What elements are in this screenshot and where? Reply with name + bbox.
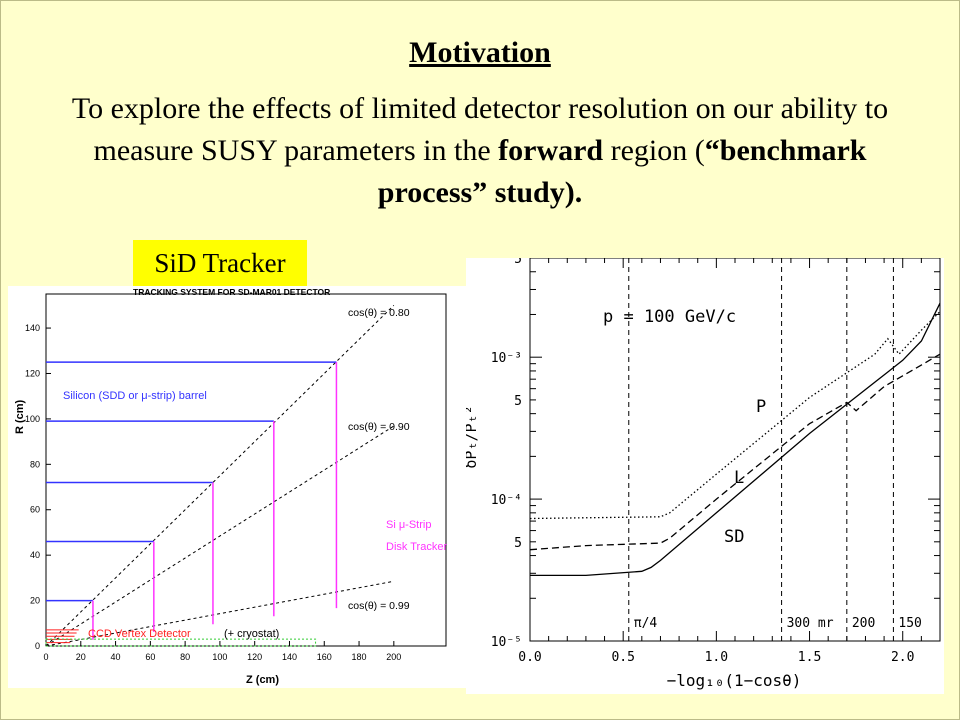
cryostat-label: (+ cryostat) xyxy=(224,628,279,640)
resolution-xtick-label: 1.0 xyxy=(705,650,728,665)
curve-label-p: P xyxy=(756,397,766,417)
tracker-xtick-label: 60 xyxy=(145,652,155,662)
tracker-header: TRACKING SYSTEM FOR SD-MAR01 DETECTOR xyxy=(133,287,330,297)
tracker-xtick-label: 160 xyxy=(317,652,332,662)
resolution-ytick-label: 10⁻⁵ xyxy=(491,635,522,650)
tracker-ytick-label: 40 xyxy=(30,550,40,560)
resolution-xtick-label: 1.5 xyxy=(798,650,821,665)
tracker-xtick-label: 180 xyxy=(352,652,367,662)
disk-label-1: Si μ-Strip xyxy=(386,519,431,531)
tracker-ytick-label: 60 xyxy=(30,505,40,515)
resolution-ytick-five-label: 5 xyxy=(514,536,522,551)
resolution-xtick-label: 0.5 xyxy=(611,650,634,665)
tracker-geometry xyxy=(45,304,395,647)
resolution-series xyxy=(529,302,941,577)
para-bold-forward: forward xyxy=(498,134,604,167)
tracker-xtick-label: 120 xyxy=(247,652,262,662)
resolution-xtick-label: 2.0 xyxy=(891,650,914,665)
resolution-vlines: π/4 300 mr 200 150 xyxy=(628,258,922,641)
resolution-ytick-five-label: 5 xyxy=(514,258,522,267)
tracker-axes-box xyxy=(45,293,447,647)
cos-theta-line xyxy=(45,425,395,647)
resolution-ticks: 0.00.51.01.52.010⁻⁵10⁻⁴10⁻³5555 xyxy=(491,252,940,665)
resolution-ytick-label: 10⁻⁴ xyxy=(491,493,522,508)
tracker-ytick-label: 0 xyxy=(35,641,40,651)
tracker-xlabel: Z (cm) xyxy=(246,674,279,686)
tracker-ylabel: R (cm) xyxy=(14,399,26,434)
tracker-layout-svg: TRACKING SYSTEM FOR SD-MAR01 DETECTOR 0 2… xyxy=(14,287,447,686)
curve-label-sd: SD xyxy=(724,527,744,547)
tracker-ytick-label: 20 xyxy=(30,596,40,606)
cryostat-outline xyxy=(45,638,317,647)
series-line-p xyxy=(529,311,941,520)
tracker-ytick-label: 80 xyxy=(30,459,40,469)
resolution-ytick-label: 10⁻³ xyxy=(491,351,522,366)
para-text-1: To explore the effects of limited detect… xyxy=(71,92,889,167)
barrel-label: Silicon (SDD or μ-strip) barrel xyxy=(63,390,207,402)
resolution-vline-label: 300 mr xyxy=(787,616,834,631)
disk-label-2: Disk Tracker xyxy=(386,541,447,553)
cos-label-099: cos(θ) = 0.99 xyxy=(348,600,410,612)
resolution-ylabel: δPₜ/Pₜ² xyxy=(466,405,480,468)
cos-label-080: cos(θ) = 0.80 xyxy=(348,307,410,319)
curve-label-l: L xyxy=(734,468,744,488)
tracker-ticks: 0 20 40 60 80 100 120 140 160 180 200 0 20 40 60 80 100 1… xyxy=(25,323,401,662)
resolution-ytick-five-label: 5 xyxy=(514,394,522,409)
para-text-2: region ( xyxy=(603,134,705,167)
tracker-ytick-label: 120 xyxy=(25,368,40,378)
tracker-layout-figure: TRACKING SYSTEM FOR SD-MAR01 DETECTOR 0 2… xyxy=(8,286,466,688)
resolution-vline-label: 150 xyxy=(898,616,921,631)
tracker-ytick-label: 100 xyxy=(25,414,40,424)
vertex-label: CCD Vertex Detector xyxy=(88,628,191,640)
cos-theta-line xyxy=(45,304,395,647)
resolution-xlabel: −log₁₀(1−cosθ) xyxy=(667,671,802,690)
resolution-vline-label: π/4 xyxy=(634,616,658,631)
sid-tracker-label: SiD Tracker xyxy=(133,240,307,286)
tracker-xtick-label: 80 xyxy=(180,652,190,662)
series-line-sd xyxy=(530,302,941,577)
resolution-vline-label: 200 xyxy=(852,616,875,631)
tracker-ytick-label: 140 xyxy=(25,323,40,333)
tracker-xtick-label: 40 xyxy=(111,652,121,662)
resolution-xtick-label: 0.0 xyxy=(518,650,541,665)
tracker-xtick-label: 140 xyxy=(282,652,297,662)
tracker-xtick-label: 100 xyxy=(212,652,227,662)
tracker-xtick-label: 20 xyxy=(76,652,86,662)
tracker-xtick-label: 200 xyxy=(386,652,401,662)
cos-label-090: cos(θ) = 0.90 xyxy=(348,421,410,433)
para-bold-benchmark: “benchmark process” study). xyxy=(377,134,867,209)
motivation-paragraph: To explore the effects of limited detect… xyxy=(40,88,920,214)
slide-title: Motivation xyxy=(409,36,551,69)
series-line-l xyxy=(529,353,941,551)
tracker-xtick-label: 0 xyxy=(43,652,48,662)
momentum-label: p = 100 GeV/c xyxy=(603,307,736,327)
